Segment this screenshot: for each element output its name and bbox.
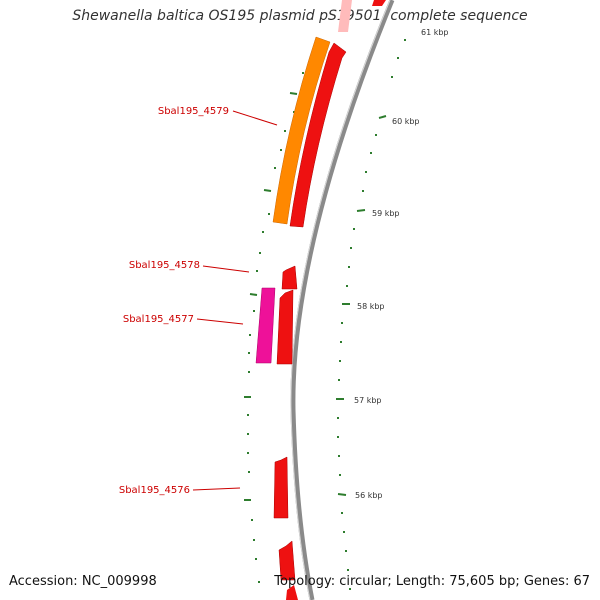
cds-arrow-4576[interactable]: [273, 456, 289, 519]
gene-label-4579: Sbal195_4579: [158, 106, 229, 117]
scale-label-56: 56 kbp: [355, 491, 383, 500]
gene-label-4576: Sbal195_4576: [119, 485, 190, 496]
leader-line-4577: [196, 318, 244, 325]
inner-tick-ring: [244, 72, 304, 583]
cds-arrow-4579[interactable]: [289, 42, 347, 228]
scale-label-60: 60 kbp: [392, 117, 420, 126]
diagram-title: Shewanella baltica OS195 plasmid pS19501…: [72, 8, 528, 24]
gene-label-4577: Sbal195_4577: [123, 314, 194, 325]
backbone-highlight: [290, 0, 391, 600]
leader-line-4576: [192, 487, 241, 491]
cds-arrow-4578[interactable]: [281, 265, 298, 290]
scale-label-61: 61 kbp: [421, 28, 449, 37]
pink-feature[interactable]: [255, 287, 276, 364]
leader-line-4578: [202, 265, 250, 273]
topology-summary: Topology: circular; Length: 75,605 bp; G…: [274, 574, 590, 589]
top-fragment-feature: [338, 0, 352, 32]
scale-label-59: 59 kbp: [372, 209, 400, 218]
leader-line-4579: [232, 110, 278, 126]
gene-label-4578: Sbal195_4578: [129, 260, 200, 271]
accession-text: Accession: NC_009998: [9, 574, 157, 589]
cds-arrow-4577[interactable]: [276, 289, 294, 365]
cds-arrow-lower[interactable]: [278, 540, 296, 581]
top-fragment-cds: [372, 0, 386, 6]
cds-arrow-bottom[interactable]: [286, 585, 298, 600]
scale-label-57: 57 kbp: [354, 396, 382, 405]
orange-feature[interactable]: [272, 36, 331, 225]
outer-tick-ring: [336, 39, 406, 590]
backbone-arc: [290, 0, 395, 600]
scale-label-58: 58 kbp: [357, 302, 385, 311]
